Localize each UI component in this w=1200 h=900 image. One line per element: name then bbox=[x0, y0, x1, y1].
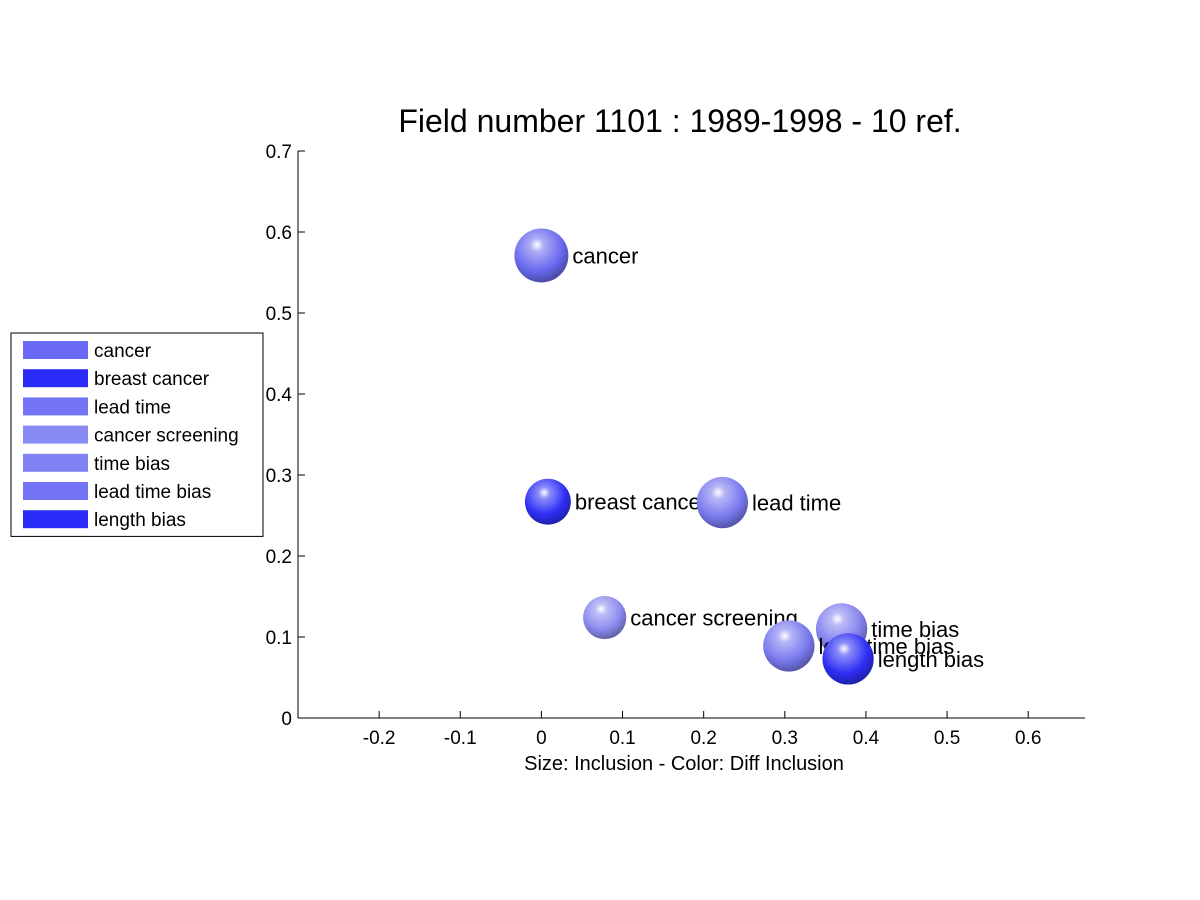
y-tick-label: 0.6 bbox=[266, 223, 292, 244]
data-point bbox=[696, 476, 748, 529]
legend-label: length bias bbox=[94, 510, 186, 531]
data-point-label: cancer bbox=[572, 243, 638, 268]
legend-swatch bbox=[23, 369, 88, 388]
legend-swatch bbox=[23, 453, 88, 472]
legend-swatch bbox=[23, 510, 88, 529]
data-point-label: length bias bbox=[878, 647, 984, 672]
axes: 0 0.1 0.2 0.3 0.4 0.5 0.6 0.7 -0.2 -0.1 0 0.1 0.2 0.3… bbox=[266, 142, 1085, 749]
y-tick-label: 0.2 bbox=[266, 547, 292, 568]
legend-label: time bias bbox=[94, 454, 170, 475]
y-tick-label: 0.3 bbox=[266, 466, 292, 487]
data-point bbox=[822, 633, 874, 685]
legend-label: breast cancer bbox=[94, 369, 210, 390]
legend-label: lead time bias bbox=[94, 482, 211, 503]
data-point-label: time bias bbox=[871, 617, 959, 642]
x-tick-label: 0 bbox=[536, 728, 547, 749]
data-point-label: cancer screening bbox=[630, 606, 798, 631]
y-tick-label: 0.5 bbox=[266, 304, 292, 325]
legend-swatch bbox=[23, 425, 88, 444]
data-point-label: breast cancer bbox=[575, 490, 708, 515]
chart-title: Field number 1101 : 1989-1998 - 10 ref. bbox=[398, 103, 961, 139]
x-tick-label: 0.6 bbox=[1015, 728, 1041, 749]
x-tick-label: 0.3 bbox=[772, 728, 798, 749]
x-tick-label: 0.1 bbox=[609, 728, 635, 749]
x-tick-label: 0.5 bbox=[934, 728, 960, 749]
legend-label: cancer bbox=[94, 341, 152, 362]
legend-swatch bbox=[23, 397, 88, 416]
y-tick-label: 0.4 bbox=[266, 385, 293, 406]
legend: cancer breast cancer lead time cancer scree… bbox=[10, 332, 264, 537]
y-tick-label: 0.7 bbox=[266, 142, 292, 163]
legend-label: lead time bbox=[94, 397, 171, 418]
x-tick-label: 0.2 bbox=[690, 728, 716, 749]
data-point bbox=[763, 620, 815, 672]
y-tick-label: 0.1 bbox=[266, 628, 292, 649]
legend-swatch bbox=[23, 341, 88, 359]
data-points: cancer breast cancer lead time cancer scree… bbox=[514, 228, 984, 685]
data-point-label: lead time bbox=[752, 491, 841, 516]
legend-label: cancer screening bbox=[94, 426, 239, 447]
x-tick-label: -0.2 bbox=[363, 728, 396, 749]
y-tick-label: 0 bbox=[281, 709, 292, 730]
x-tick-label: 0.4 bbox=[853, 728, 880, 749]
legend-swatch bbox=[23, 482, 88, 500]
data-point bbox=[524, 478, 571, 525]
x-tick-label: -0.1 bbox=[444, 728, 477, 749]
x-axis-label: Size: Inclusion - Color: Diff Inclusion bbox=[524, 753, 844, 775]
data-point bbox=[514, 228, 569, 283]
data-point bbox=[583, 595, 627, 640]
